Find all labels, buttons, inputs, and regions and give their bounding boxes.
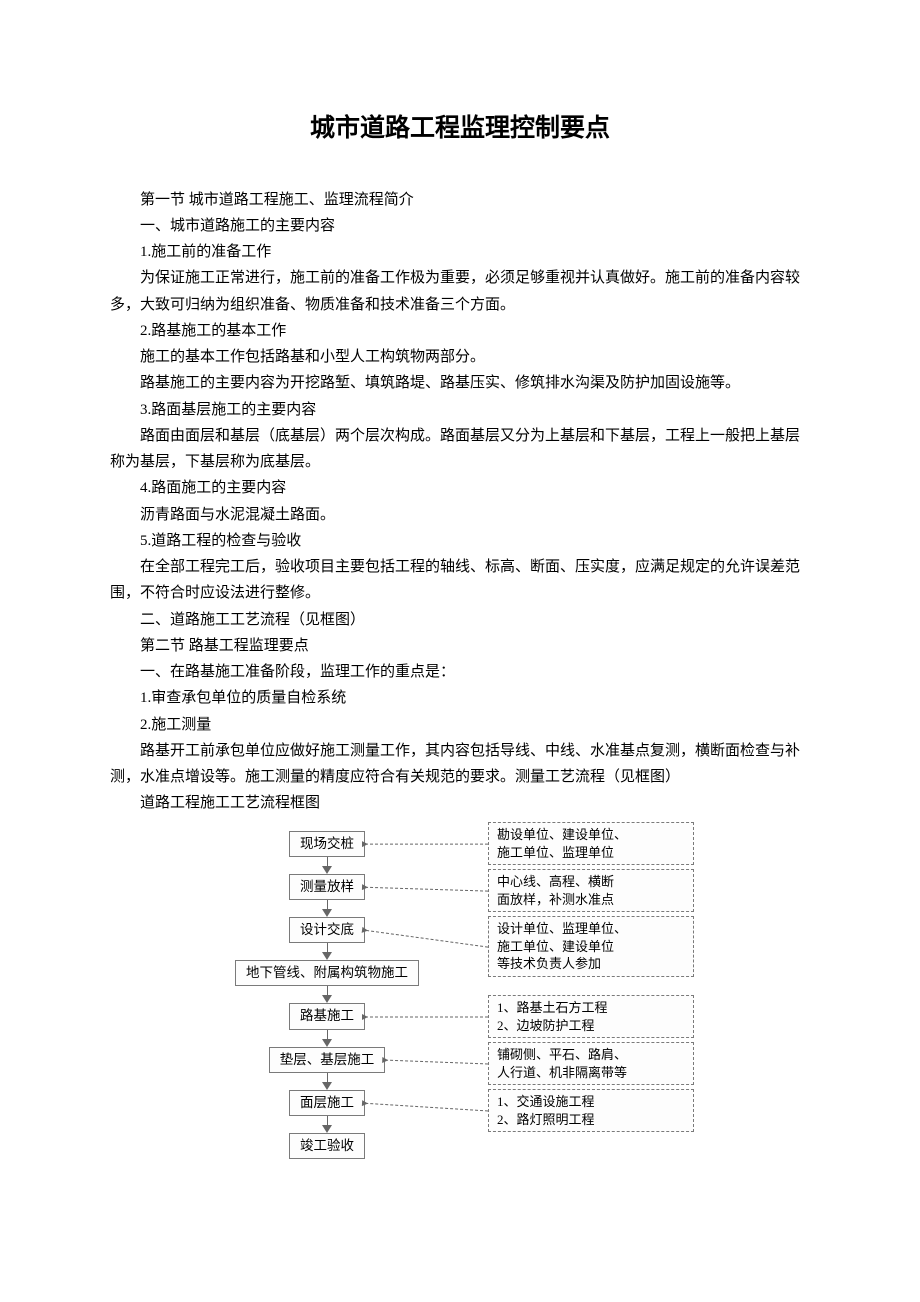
arrow-down-icon [322,866,332,874]
para: 路面由面层和基层（底基层）两个层次构成。路面基层又分为上基层和下基层，工程上一般… [110,423,810,476]
flow-node-left: 现场交桩 [289,831,365,857]
flow-annotation-right: 1、交通设施工程2、路灯照明工程 [488,1089,694,1132]
arrow-down-icon [322,909,332,917]
para: 一、在路基施工准备阶段，监理工作的重点是： [110,659,810,685]
flow-node-left: 路基施工 [289,1003,365,1029]
para: 二、道路施工工艺流程（见框图） [110,607,810,633]
arrow-down-icon [322,1125,332,1133]
para: 1.审查承包单位的质量自检系统 [110,685,810,711]
flow-node-left: 地下管线、附属构筑物施工 [235,960,419,986]
para-section2-head: 第二节 路基工程监理要点 [110,633,810,659]
para: 2.施工测量 [110,712,810,738]
flow-node-left: 测量放样 [289,874,365,900]
flowchart-container: 现场交桩测量放样设计交底地下管线、附属构筑物施工路基施工垫层、基层施工面层施工竣… [220,831,700,1160]
para: 4.路面施工的主要内容 [110,475,810,501]
para: 2.路基施工的基本工作 [110,318,810,344]
flow-annotation-right: 铺砌侧、平石、路肩、人行道、机非隔离带等 [488,1042,694,1085]
arrow-down-icon [322,1082,332,1090]
para: 1.施工前的准备工作 [110,239,810,265]
para: 5.道路工程的检查与验收 [110,528,810,554]
para: 路基开工前承包单位应做好施工测量工作，其内容包括导线、中线、水准基点复测，横断面… [110,738,810,791]
para: 施工的基本工作包括路基和小型人工构筑物两部分。 [110,344,810,370]
arrow-down-icon [322,952,332,960]
para: 沥青路面与水泥混凝土路面。 [110,502,810,528]
flow-node-left: 面层施工 [289,1090,365,1116]
arrow-down-icon [322,995,332,1003]
flow-annotation-right: 中心线、高程、横断面放样，补测水准点 [488,869,694,912]
para: 一、城市道路施工的主要内容 [110,213,810,239]
para: 路基施工的主要内容为开挖路堑、填筑路堤、路基压实、修筑排水沟渠及防护加固设施等。 [110,370,810,396]
flow-annotation-right: 1、路基土石方工程2、边坡防护工程 [488,995,694,1038]
flow-node-left: 垫层、基层施工 [269,1047,386,1073]
flow-node-left: 设计交底 [289,917,365,943]
para: 在全部工程完工后，验收项目主要包括工程的轴线、标高、断面、压实度，应满足规定的允… [110,554,810,607]
para: 3.路面基层施工的主要内容 [110,397,810,423]
arrow-down-icon [322,1039,332,1047]
para-flowchart-caption: 道路工程施工工艺流程框图 [110,790,810,816]
flow-annotation-right: 设计单位、监理单位、施工单位、建设单位等技术负责人参加 [488,916,694,977]
flow-node-left: 竣工验收 [289,1133,365,1159]
page-title: 城市道路工程监理控制要点 [110,107,810,151]
para-section1-head: 第一节 城市道路工程施工、监理流程简介 [110,187,810,213]
flow-annotation-right: 勘设单位、建设单位、施工单位、监理单位 [488,822,694,865]
para: 为保证施工正常进行，施工前的准备工作极为重要，必须足够重视并认真做好。施工前的准… [110,265,810,318]
